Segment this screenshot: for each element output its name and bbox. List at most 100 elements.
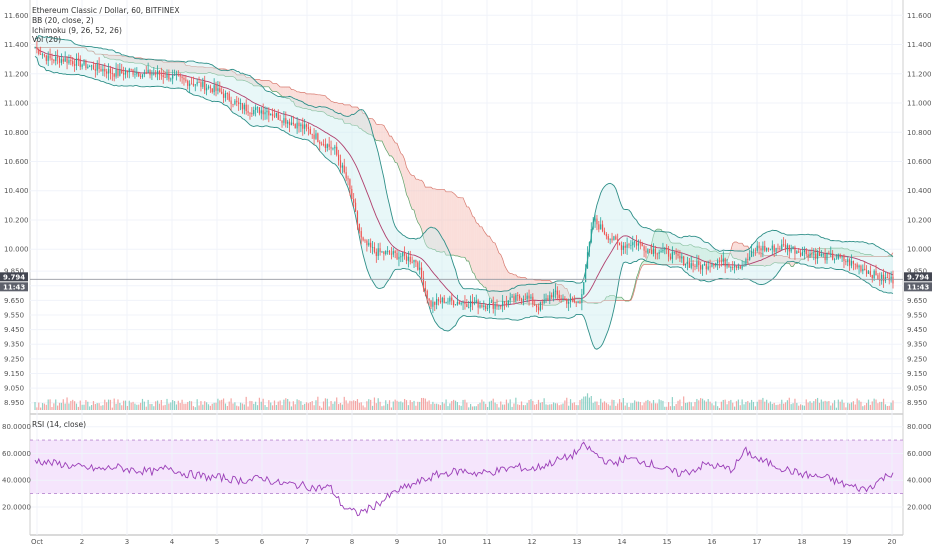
candle-body: [485, 305, 487, 309]
volume-bar: [436, 403, 438, 410]
cloud-segment: [329, 99, 332, 117]
candle-body: [762, 245, 764, 251]
cloud-segment: [774, 255, 777, 263]
cloud-segment: [161, 60, 164, 71]
volume-bar: [255, 401, 257, 410]
last-time-value-left: 11:43: [3, 283, 25, 291]
candle-body: [249, 112, 251, 114]
candle-body: [258, 107, 260, 114]
candle-body: [356, 211, 359, 224]
volume-bar: [858, 400, 860, 410]
volume-bar: [368, 399, 370, 410]
volume-bar: [92, 401, 95, 410]
candle-body: [143, 72, 145, 75]
candle-body: [764, 245, 766, 251]
cloud-segment: [402, 155, 405, 186]
x-tick-label: 20: [888, 538, 897, 546]
candle-body: [515, 295, 517, 301]
volume-bar: [109, 399, 112, 410]
cloud-segment: [715, 251, 718, 261]
cloud-segment: [661, 229, 663, 265]
rsi-pane: [34, 441, 894, 517]
cloud-segment: [178, 62, 181, 73]
volume-bar: [579, 400, 581, 410]
volume-bar: [750, 399, 753, 410]
volume-bar: [796, 402, 798, 410]
cloud-segment: [432, 188, 435, 250]
volume-bar: [224, 403, 227, 410]
volume-bar: [400, 401, 402, 410]
cloud-segment: [466, 206, 469, 261]
volume-bar: [602, 402, 604, 410]
volume-bar: [488, 401, 491, 410]
cloud-segment: [389, 136, 392, 156]
volume-bar: [124, 400, 127, 410]
bb-fill: [35, 35, 893, 350]
cloud-segment: [551, 282, 554, 306]
cloud-segment: [646, 256, 648, 265]
candle-body: [190, 83, 193, 85]
candle-body: [275, 113, 277, 117]
volume-bar: [507, 403, 509, 410]
cloud-segment: [453, 193, 456, 256]
candle-body: [102, 68, 104, 72]
candle-body: [473, 303, 475, 305]
candle-body: [441, 297, 443, 303]
x-tick-label: 10: [438, 538, 447, 546]
candle-body: [718, 261, 721, 263]
candle-body: [292, 122, 294, 125]
candle-body: [130, 68, 132, 70]
candle-body: [847, 259, 849, 263]
volume-bar: [607, 404, 609, 410]
cloud-segment: [263, 80, 266, 87]
candle-body: [238, 102, 240, 105]
volume-bar: [545, 404, 547, 410]
volume-bar: [747, 401, 749, 410]
candle-body: [826, 252, 828, 261]
candle-body: [852, 260, 854, 264]
cloud-segment: [336, 102, 339, 120]
candle-body: [326, 144, 328, 148]
volume-bar: [492, 398, 494, 410]
candle-body: [839, 254, 841, 258]
volume-bar: [356, 399, 359, 410]
volume-bar: [241, 403, 244, 410]
cloud-segment: [393, 139, 396, 163]
cloud-segment: [512, 273, 514, 302]
cloud-segment: [217, 68, 220, 76]
volume-bar: [172, 400, 174, 410]
candle-body: [145, 72, 147, 73]
price-tick-label-left: 11.400: [4, 41, 29, 49]
candle-body: [221, 91, 223, 94]
volume-bar: [373, 397, 376, 410]
volume-bar: [387, 403, 389, 410]
candle-body: [643, 246, 645, 251]
volume-bar: [505, 399, 508, 410]
volume-bar: [622, 398, 624, 410]
cloud-segment: [374, 120, 377, 141]
price-tick-label-right: 9.150: [907, 370, 927, 378]
volume-bar: [341, 404, 343, 410]
volume-bar: [468, 407, 470, 410]
candle-body: [89, 66, 91, 67]
cloud-segment: [366, 116, 369, 135]
x-tick-label: 9: [395, 538, 399, 546]
candle-body: [558, 294, 560, 299]
price-tick-label-right: 10.000: [907, 246, 932, 254]
candle-body: [328, 144, 330, 147]
cloud-segment: [770, 255, 773, 266]
volume-bar: [96, 403, 98, 410]
cloud-segment: [708, 250, 711, 262]
candle-body: [443, 297, 445, 304]
candle-body: [679, 255, 681, 259]
candle-body: [315, 133, 317, 139]
cloud-segment: [317, 94, 320, 112]
candle-body: [822, 253, 824, 255]
volume-bar: [466, 402, 468, 410]
candle-body: [260, 110, 262, 114]
candle-body: [798, 251, 800, 253]
volume-bar: [479, 402, 481, 410]
volume-bar: [528, 400, 530, 410]
volume-bar: [72, 399, 74, 410]
volume-bar: [841, 399, 843, 410]
